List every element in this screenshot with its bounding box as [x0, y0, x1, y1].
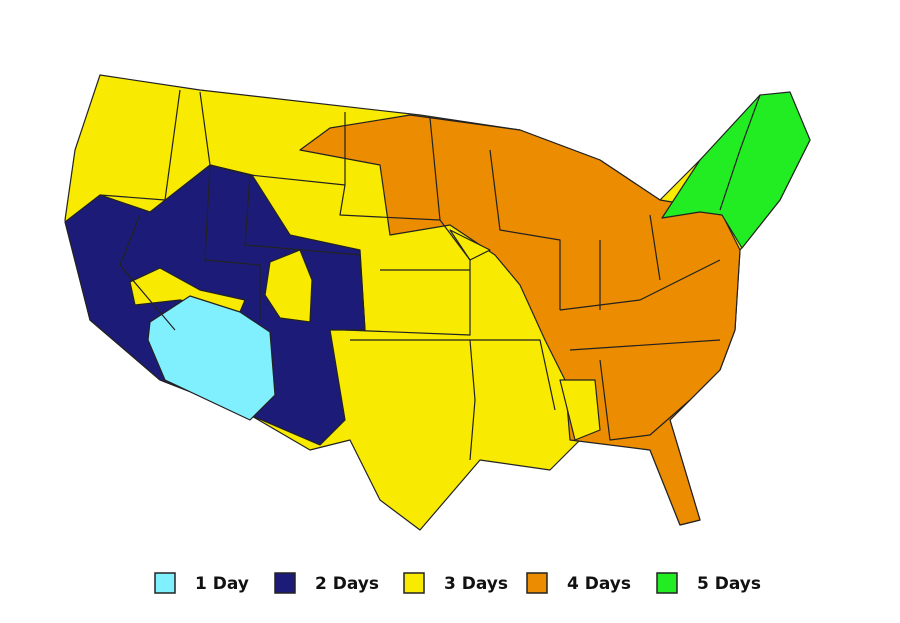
state-borders	[99, 89, 761, 461]
region	[559, 379, 601, 441]
state-border	[339, 184, 471, 336]
legend-label: 4 Days	[567, 574, 631, 594]
legend-label: 1 Day	[195, 574, 249, 594]
legend-swatch	[526, 572, 548, 594]
region	[449, 229, 491, 261]
state-border	[350, 339, 476, 461]
state-border	[649, 214, 661, 281]
legend-swatch	[656, 572, 678, 594]
state-border	[569, 339, 721, 351]
state-border	[599, 359, 691, 441]
state-border	[559, 259, 721, 311]
region	[661, 91, 811, 249]
region	[147, 295, 276, 421]
legend: 1 Day 2 Days 3 Days 4 Days 5 Days	[154, 572, 761, 594]
legend-swatch	[403, 572, 425, 594]
state-border	[99, 89, 181, 201]
state-border	[470, 339, 556, 411]
state-border	[489, 149, 561, 310]
state-border	[204, 164, 261, 320]
region	[129, 267, 246, 313]
state-border	[244, 174, 366, 331]
legend-label: 5 Days	[697, 574, 761, 594]
state-border	[719, 94, 761, 211]
state-border	[119, 214, 176, 331]
legend-swatch	[154, 572, 176, 594]
regions	[64, 74, 811, 531]
legend-label: 2 Days	[315, 574, 379, 594]
legend-label: 3 Days	[444, 574, 508, 594]
state-border	[429, 117, 441, 221]
legend-swatch	[274, 572, 296, 594]
